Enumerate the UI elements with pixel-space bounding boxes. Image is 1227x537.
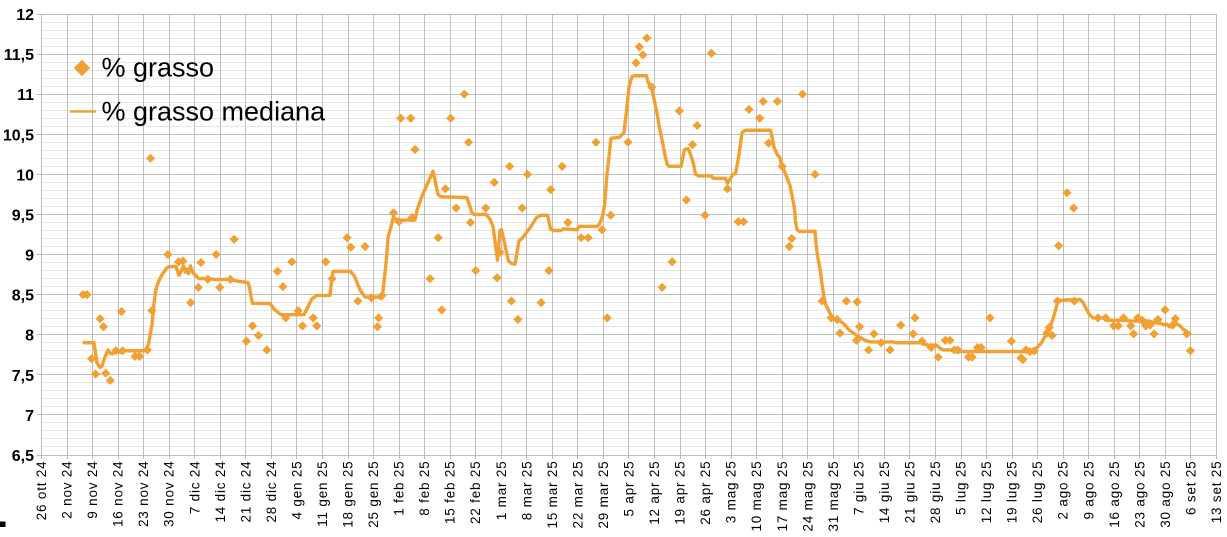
svg-text:26 ott 24: 26 ott 24	[34, 461, 49, 521]
svg-text:10,5: 10,5	[3, 127, 34, 144]
svg-text:23 ago 25: 23 ago 25	[1132, 461, 1147, 528]
svg-text:9 ago 25: 9 ago 25	[1081, 461, 1096, 520]
svg-text:7,5: 7,5	[12, 368, 34, 385]
svg-text:22 feb 25: 22 feb 25	[468, 460, 483, 524]
svg-text:16 ago 25: 16 ago 25	[1107, 461, 1122, 528]
svg-text:2 nov 24: 2 nov 24	[60, 461, 75, 519]
svg-text:24 mag 25: 24 mag 25	[800, 461, 815, 532]
svg-text:26 apr 25: 26 apr 25	[698, 461, 713, 525]
svg-text:19 apr 25: 19 apr 25	[673, 461, 688, 525]
svg-text:28 giu 25: 28 giu 25	[928, 461, 943, 524]
svg-text:16 nov 24: 16 nov 24	[111, 461, 126, 528]
svg-text:3 mag 25: 3 mag 25	[724, 461, 739, 524]
svg-text:% grasso: % grasso	[102, 53, 215, 83]
svg-text:7 dic 24: 7 dic 24	[187, 461, 202, 515]
svg-text:7: 7	[25, 408, 34, 425]
svg-text:12 apr 25: 12 apr 25	[647, 461, 662, 525]
svg-text:23 nov 24: 23 nov 24	[136, 461, 151, 528]
svg-text:6,5: 6,5	[12, 448, 34, 465]
svg-text:5 lug 25: 5 lug 25	[954, 461, 969, 515]
svg-text:30 ago 25: 30 ago 25	[1158, 461, 1173, 528]
svg-text:9,5: 9,5	[12, 207, 34, 224]
svg-text:8,5: 8,5	[12, 288, 34, 305]
svg-text:21 dic 24: 21 dic 24	[238, 461, 253, 523]
svg-text:8 feb 25: 8 feb 25	[417, 461, 432, 516]
svg-text:22 mar 25: 22 mar 25	[570, 461, 585, 529]
svg-text:10: 10	[16, 167, 34, 184]
svg-text:26 lug 25: 26 lug 25	[1030, 461, 1045, 524]
svg-text:11: 11	[17, 87, 34, 104]
svg-text:15 mar 25: 15 mar 25	[545, 461, 560, 529]
svg-text:11 gen 25: 11 gen 25	[315, 461, 330, 527]
svg-text:10 mag 25: 10 mag 25	[749, 461, 764, 532]
svg-text:8: 8	[25, 328, 34, 345]
svg-text:9 nov 24: 9 nov 24	[85, 461, 100, 519]
svg-text:7 giu 25: 7 giu 25	[851, 461, 866, 515]
svg-text:25 gen 25: 25 gen 25	[366, 461, 381, 528]
svg-text:12 lug 25: 12 lug 25	[979, 461, 994, 524]
svg-text:9: 9	[25, 248, 34, 265]
svg-text:15 feb 25: 15 feb 25	[443, 461, 458, 525]
svg-text:18 gen 25: 18 gen 25	[341, 461, 356, 528]
svg-text:12: 12	[16, 7, 34, 24]
svg-text:13 set 25: 13 set 25	[1209, 461, 1224, 524]
svg-text:1 feb 25: 1 feb 25	[392, 461, 407, 516]
svg-text:4 gen 25: 4 gen 25	[289, 461, 304, 520]
svg-text:29 mar 25: 29 mar 25	[596, 461, 611, 529]
svg-text:17 mag 25: 17 mag 25	[775, 461, 790, 532]
svg-text:30 nov 24: 30 nov 24	[162, 461, 177, 528]
svg-text:5 apr 25: 5 apr 25	[621, 461, 636, 517]
svg-text:19 lug 25: 19 lug 25	[1005, 461, 1020, 524]
svg-text:14 dic 24: 14 dic 24	[213, 461, 228, 523]
svg-text:1 mar 25: 1 mar 25	[494, 461, 509, 521]
svg-text:11,5: 11,5	[4, 47, 34, 64]
svg-text:8 mar 25: 8 mar 25	[519, 461, 534, 521]
svg-text:14 giu 25: 14 giu 25	[877, 461, 892, 524]
svg-text:21 giu 25: 21 giu 25	[902, 461, 917, 524]
svg-text:28 dic 24: 28 dic 24	[264, 461, 279, 523]
svg-text:31 mag 25: 31 mag 25	[826, 461, 841, 532]
svg-text:6 set 25: 6 set 25	[1183, 461, 1198, 515]
svg-text:2 ago 25: 2 ago 25	[1056, 461, 1071, 520]
svg-text:% grasso mediana: % grasso mediana	[102, 97, 327, 127]
